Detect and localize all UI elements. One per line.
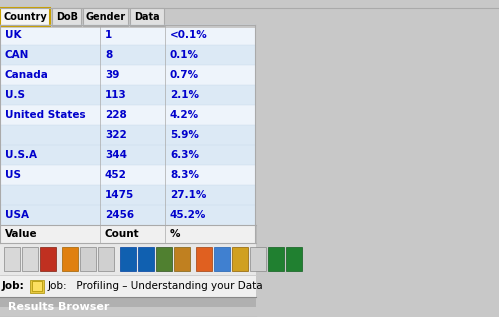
Text: CAN: CAN: [5, 50, 29, 60]
Bar: [52, 8, 81, 26]
Text: 228: 228: [105, 110, 127, 120]
Text: Value: Value: [5, 229, 37, 239]
Text: U.S: U.S: [5, 90, 25, 100]
Text: 0.1%: 0.1%: [170, 50, 199, 60]
Text: 2456: 2456: [105, 210, 134, 220]
Bar: [174, 247, 190, 271]
Bar: [0, 8, 50, 26]
Text: Count: Count: [105, 229, 140, 239]
Bar: [0, 45, 255, 65]
Bar: [83, 8, 128, 26]
Text: DoB: DoB: [56, 12, 78, 22]
Text: Country: Country: [3, 12, 47, 22]
Bar: [30, 280, 44, 293]
Bar: [120, 247, 136, 271]
Text: %: %: [170, 229, 181, 239]
Text: Gender: Gender: [85, 12, 126, 22]
Text: Job:: Job:: [2, 281, 25, 291]
Bar: [0, 145, 255, 165]
Bar: [98, 247, 114, 271]
Bar: [138, 247, 154, 271]
Bar: [196, 247, 212, 271]
Bar: [214, 247, 230, 271]
Text: 0.7%: 0.7%: [170, 70, 199, 80]
Text: 344: 344: [105, 150, 127, 160]
Text: USA: USA: [5, 210, 29, 220]
Bar: [0, 297, 256, 317]
Text: 1: 1: [105, 30, 112, 40]
Bar: [0, 165, 255, 185]
Text: Data: Data: [134, 12, 160, 22]
Text: U.S.A: U.S.A: [5, 150, 37, 160]
Bar: [0, 307, 256, 317]
Text: 6.3%: 6.3%: [170, 150, 199, 160]
Bar: [0, 65, 255, 85]
Text: 322: 322: [105, 130, 127, 140]
Text: 4.2%: 4.2%: [170, 110, 199, 120]
Text: 113: 113: [105, 90, 127, 100]
Bar: [0, 0, 499, 28]
Bar: [268, 247, 284, 271]
Bar: [0, 225, 256, 243]
Text: 8: 8: [105, 50, 112, 60]
Bar: [130, 8, 164, 26]
Bar: [0, 275, 256, 297]
Bar: [32, 281, 42, 291]
Bar: [232, 247, 248, 271]
Text: 8.3%: 8.3%: [170, 170, 199, 180]
Text: 45.2%: 45.2%: [170, 210, 207, 220]
Bar: [22, 247, 38, 271]
Text: 2.1%: 2.1%: [170, 90, 199, 100]
Bar: [0, 25, 255, 45]
Text: 39: 39: [105, 70, 119, 80]
Text: United States: United States: [5, 110, 86, 120]
Bar: [0, 243, 256, 275]
Bar: [0, 205, 255, 225]
Text: 1475: 1475: [105, 190, 134, 200]
Bar: [0, 125, 255, 145]
Bar: [4, 247, 20, 271]
Bar: [250, 247, 266, 271]
Text: UK: UK: [5, 30, 21, 40]
Bar: [0, 85, 255, 105]
Bar: [62, 247, 78, 271]
Bar: [156, 247, 172, 271]
Text: US: US: [5, 170, 21, 180]
Text: 27.1%: 27.1%: [170, 190, 207, 200]
Bar: [0, 185, 255, 205]
Bar: [0, 105, 255, 125]
Text: Results Browser: Results Browser: [8, 302, 109, 312]
Text: Canada: Canada: [5, 70, 49, 80]
Text: Job:   Profiling – Understanding your Data: Job: Profiling – Understanding your Data: [48, 281, 263, 291]
Bar: [286, 247, 302, 271]
Bar: [80, 247, 96, 271]
Text: <0.1%: <0.1%: [170, 30, 208, 40]
Text: 5.9%: 5.9%: [170, 130, 199, 140]
Bar: [40, 247, 56, 271]
Text: 452: 452: [105, 170, 127, 180]
